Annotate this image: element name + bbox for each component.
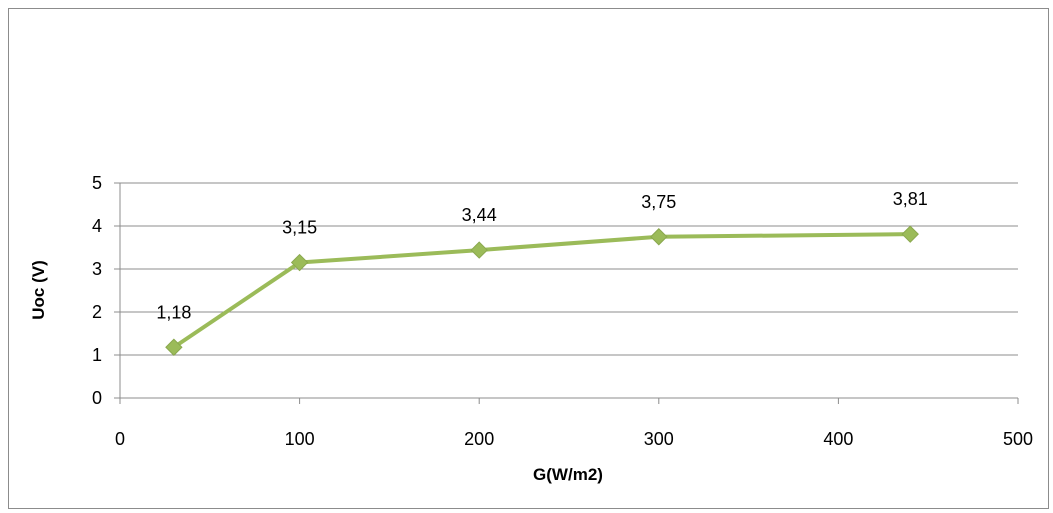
data-point-1 [290,253,309,272]
axes [114,182,1019,404]
x-tick-label: 100 [285,429,315,449]
x-tick-label: 300 [644,429,674,449]
data-point-3 [650,228,668,246]
series-line-0 [172,232,911,349]
data-point-2 [470,241,488,259]
y-tick-label: 4 [92,216,102,236]
x-tick-label: 200 [464,429,494,449]
series [165,225,919,356]
data-label-1: 3,15 [282,218,317,238]
y-tick-label: 0 [92,388,102,408]
y-tick-label: 5 [92,173,102,193]
x-tick-label: 500 [1003,429,1033,449]
x-tick-label: 400 [823,429,853,449]
data-labels: 1,18 3,15 3,44 3,75 3,81 [156,189,927,322]
data-label-0: 1,18 [156,302,191,322]
y-axis-title: Uoc (V) [29,260,48,320]
data-point-4 [901,225,919,243]
x-tick-label: 0 [115,429,125,449]
x-axis-title: G(W/m2) [533,465,603,484]
data-label-2: 3,44 [462,205,497,225]
chart-frame [8,8,1049,509]
y-tick-label: 2 [92,302,102,322]
data-label-3: 3,75 [641,192,676,212]
data-label-4: 3,81 [893,189,928,209]
tick-labels: 0 1 2 3 4 5 0 100 200 300 400 500 [92,173,1033,449]
y-tick-label: 3 [92,259,102,279]
gridlines [120,182,1018,356]
y-tick-label: 1 [92,345,102,365]
data-point-0 [165,338,183,356]
